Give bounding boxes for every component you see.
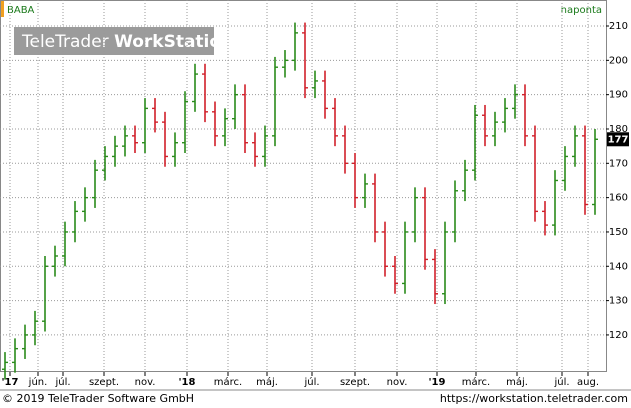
x-tick-label: szept. — [89, 377, 119, 388]
x-tick-label: máj. — [256, 376, 278, 388]
x-tick-label: nov. — [387, 377, 408, 388]
y-tick-label: 190 — [609, 90, 628, 101]
x-tick-label: júl. — [303, 376, 319, 388]
x-tick-label: júl. — [54, 376, 70, 388]
x-tick-label: máj. — [506, 376, 528, 388]
x-tick-label: márc. — [214, 376, 242, 388]
y-tick-label: 200 — [609, 55, 628, 66]
footer-right: https://workstation.teletrader.com — [440, 392, 628, 405]
x-tick-label: szept. — [340, 377, 370, 388]
y-tick-label: 140 — [609, 261, 628, 272]
x-tick-label: jún. — [28, 376, 48, 388]
x-tick-label: nov. — [135, 377, 156, 388]
chart-subtitle: naponta — [561, 5, 602, 16]
x-tick-label: '18 — [179, 377, 196, 388]
watermark-part: WorkStation — [114, 32, 233, 52]
chart-title: BABA — [7, 5, 35, 16]
x-tick-label: '19 — [429, 377, 446, 388]
x-tick-label: júl. — [553, 376, 569, 388]
y-tick-label: 150 — [609, 227, 628, 238]
footer-left: © 2019 TeleTrader Software GmbH — [2, 392, 194, 405]
x-tick-label: márc. — [462, 376, 490, 388]
symbol-marker — [1, 1, 4, 17]
y-tick-label: 170 — [609, 158, 628, 169]
watermark-part: TeleTrader — [21, 32, 109, 52]
last-price-label: 177 — [608, 134, 629, 145]
y-tick-label: 180 — [609, 124, 628, 135]
watermark: TeleTrader WorkStation — [21, 32, 233, 52]
y-tick-label: 210 — [609, 21, 628, 32]
y-tick-label: 120 — [609, 330, 628, 341]
y-tick-label: 160 — [609, 193, 628, 204]
x-tick-label: aug. — [577, 377, 599, 388]
x-tick-label: '17 — [2, 377, 19, 388]
last-price-box — [607, 132, 629, 147]
plot-frame — [0, 0, 607, 372]
y-tick-label: 130 — [609, 296, 628, 307]
watermark-box — [14, 27, 214, 55]
